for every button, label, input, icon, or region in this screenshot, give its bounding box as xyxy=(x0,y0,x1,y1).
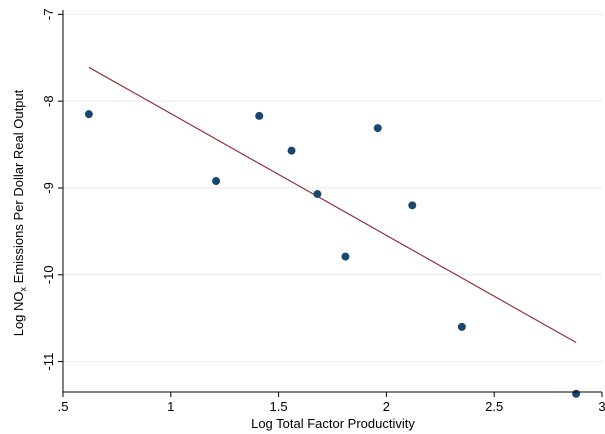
y-axis-title-rest: Emissions Per Dollar Real Output xyxy=(11,89,26,287)
data-point xyxy=(373,124,382,133)
x-tick-label: 2.5 xyxy=(485,399,503,414)
x-tick-label: 1.5 xyxy=(270,399,288,414)
tick-labels: -11 -10 -9 -8 -7 .5 1 1.5 2 2.5 3 xyxy=(41,9,605,414)
y-tick-label: -11 xyxy=(41,353,56,371)
y-tick-label: -9 xyxy=(41,182,56,194)
data-point xyxy=(457,322,466,331)
x-tick-label: 2 xyxy=(383,399,390,414)
grid-lines xyxy=(63,13,602,363)
axes xyxy=(58,10,603,397)
y-tick-label: -7 xyxy=(41,9,56,21)
x-tick-label: 3 xyxy=(598,399,605,414)
x-tick-label: 1 xyxy=(167,399,174,414)
data-point xyxy=(572,389,581,398)
y-axis-title: Log NOx Emissions Per Dollar Real Output xyxy=(11,89,28,336)
data-point xyxy=(408,201,417,210)
data-point xyxy=(287,146,296,155)
fitted-line xyxy=(88,66,577,344)
data-points xyxy=(84,110,581,398)
x-tick-label: .5 xyxy=(58,399,69,414)
data-point xyxy=(84,110,93,119)
y-axis-title-subscript: x xyxy=(18,286,28,291)
data-point xyxy=(255,111,264,120)
y-tick-label: -10 xyxy=(41,265,56,284)
data-point xyxy=(341,252,350,261)
x-axis-title: Log Total Factor Productivity xyxy=(251,416,415,431)
y-tick-label: -8 xyxy=(41,95,56,107)
data-point xyxy=(313,190,322,199)
fit-line-layer xyxy=(88,66,577,344)
data-point xyxy=(212,177,221,186)
y-axis-title-main: Log NO xyxy=(11,291,26,336)
